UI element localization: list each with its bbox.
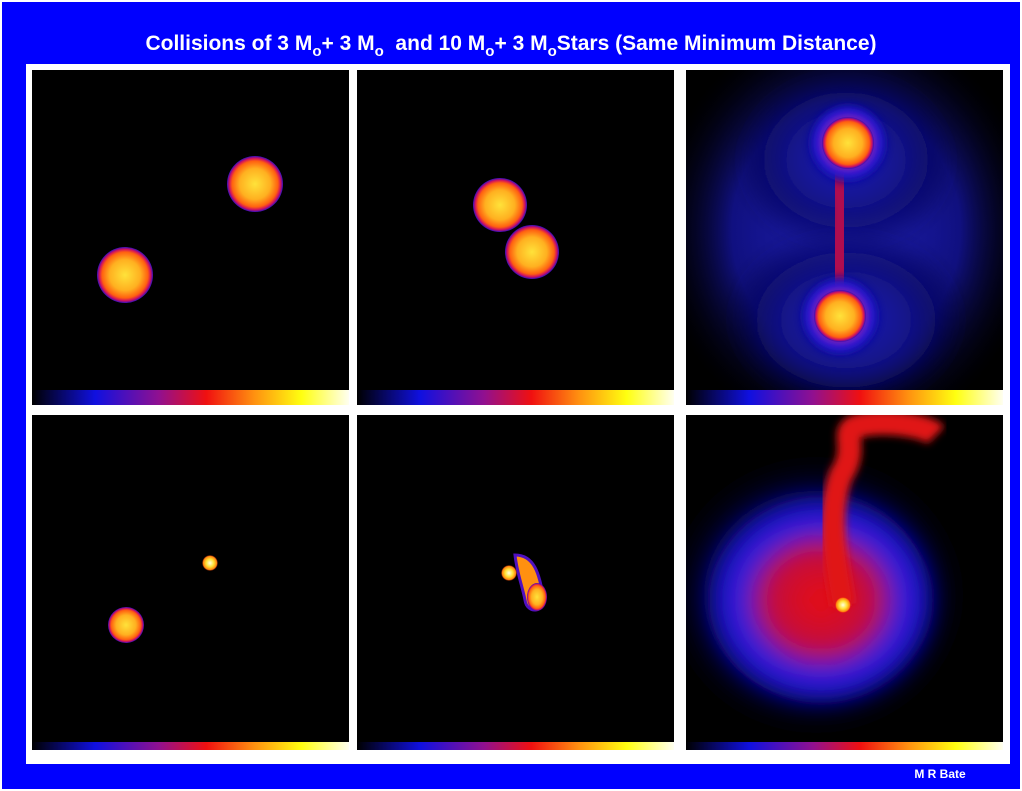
colorbar [357,390,674,405]
title-subscript: o [485,43,494,60]
colorbar [32,390,349,405]
title-subscript: o [375,43,384,60]
title-text: + 3 M [321,32,374,55]
colorbar [686,390,1003,405]
sim-panel [32,70,349,405]
sim-panel [666,415,1003,757]
title-text: Collisions of 3 M [145,32,312,55]
slide: Collisions of 3 Mo+ 3 Mo and 10 Mo+ 3 Mo… [0,0,1022,791]
sim-panel [32,415,349,757]
title-text: + 3 M [494,32,547,55]
sim-panel [656,20,1022,440]
title-subscript: o [312,43,321,60]
title-subscript: o [548,43,557,60]
sim-panel [357,415,674,757]
sim-panel [357,70,674,405]
title-text: Stars (Same Minimum Distance) [557,32,877,55]
credit: M R Bate [914,767,966,781]
title-text: and 10 M [384,32,486,55]
